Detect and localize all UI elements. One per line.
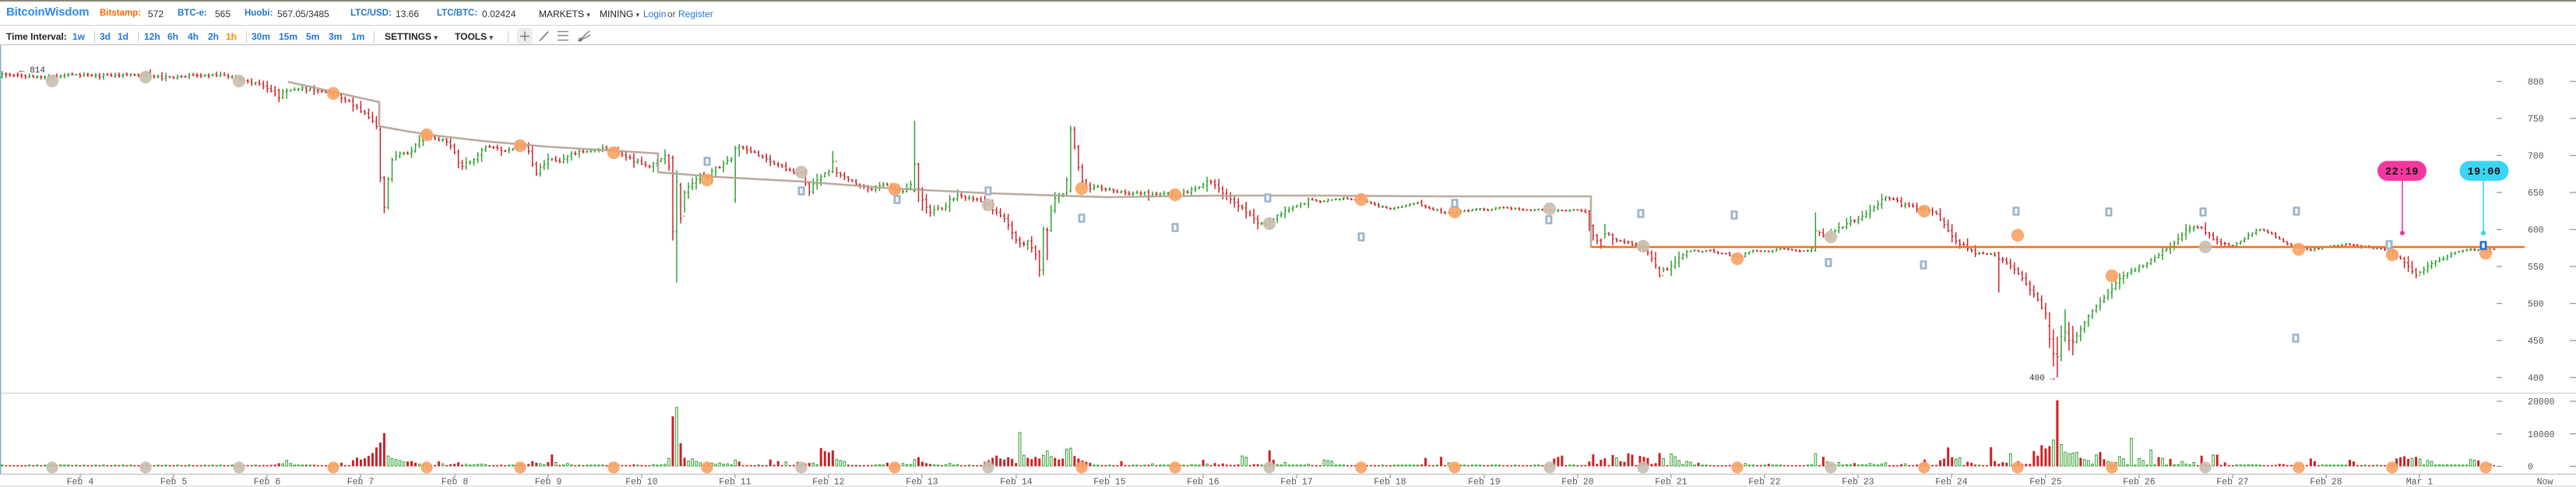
svg-text:10000: 10000 — [2528, 430, 2555, 440]
svg-text:← 814: ← 814 — [19, 66, 45, 76]
svg-text:550: 550 — [2528, 263, 2544, 273]
svg-text:Feb 15: Feb 15 — [1093, 478, 1126, 487]
svg-text:400: 400 — [2528, 374, 2544, 384]
svg-text:20000: 20000 — [2528, 397, 2555, 408]
svg-text:Feb 26: Feb 26 — [2123, 478, 2155, 487]
svg-text:Feb 18: Feb 18 — [1374, 478, 1406, 487]
svg-text:Feb 20: Feb 20 — [1561, 478, 1594, 487]
svg-text:Feb 13: Feb 13 — [906, 478, 938, 487]
svg-text:Feb 5: Feb 5 — [160, 478, 188, 487]
svg-text:Feb 6: Feb 6 — [254, 478, 281, 487]
svg-text:Feb 7: Feb 7 — [347, 478, 375, 487]
svg-text:600: 600 — [2528, 226, 2544, 236]
svg-text:Mar 1: Mar 1 — [2406, 478, 2433, 487]
svg-text:0: 0 — [2528, 463, 2533, 473]
svg-text:750: 750 — [2528, 115, 2544, 125]
svg-text:Feb 25: Feb 25 — [2029, 478, 2062, 487]
svg-text:450: 450 — [2528, 337, 2544, 347]
svg-text:Feb 4: Feb 4 — [67, 478, 94, 487]
svg-text:Feb 17: Feb 17 — [1280, 478, 1312, 487]
svg-text:Feb 16: Feb 16 — [1187, 478, 1219, 487]
svg-text:700: 700 — [2528, 152, 2544, 162]
svg-text:Feb 22: Feb 22 — [1748, 478, 1781, 487]
svg-text:Feb 23: Feb 23 — [1842, 478, 1874, 487]
svg-text:400 →: 400 → — [2029, 374, 2055, 383]
svg-text:Feb 10: Feb 10 — [625, 478, 658, 487]
svg-text:19:00: 19:00 — [2467, 167, 2500, 178]
svg-text:800: 800 — [2528, 78, 2544, 88]
svg-text:Feb 21: Feb 21 — [1655, 478, 1687, 487]
svg-text:650: 650 — [2528, 189, 2544, 199]
svg-text:500: 500 — [2528, 300, 2544, 310]
svg-text:Feb 14: Feb 14 — [1000, 478, 1033, 487]
svg-text:Feb 11: Feb 11 — [719, 478, 751, 487]
svg-text:Now: Now — [2537, 478, 2553, 487]
svg-text:Feb 24: Feb 24 — [1935, 478, 1968, 487]
svg-text:Feb 27: Feb 27 — [2216, 478, 2248, 487]
svg-text:Feb 12: Feb 12 — [812, 478, 845, 487]
svg-text:Feb 8: Feb 8 — [442, 478, 469, 487]
svg-text:22:19: 22:19 — [2385, 167, 2419, 178]
svg-text:Feb 19: Feb 19 — [1468, 478, 1501, 487]
svg-text:Feb 9: Feb 9 — [535, 478, 562, 487]
svg-text:Feb 28: Feb 28 — [2310, 478, 2342, 487]
